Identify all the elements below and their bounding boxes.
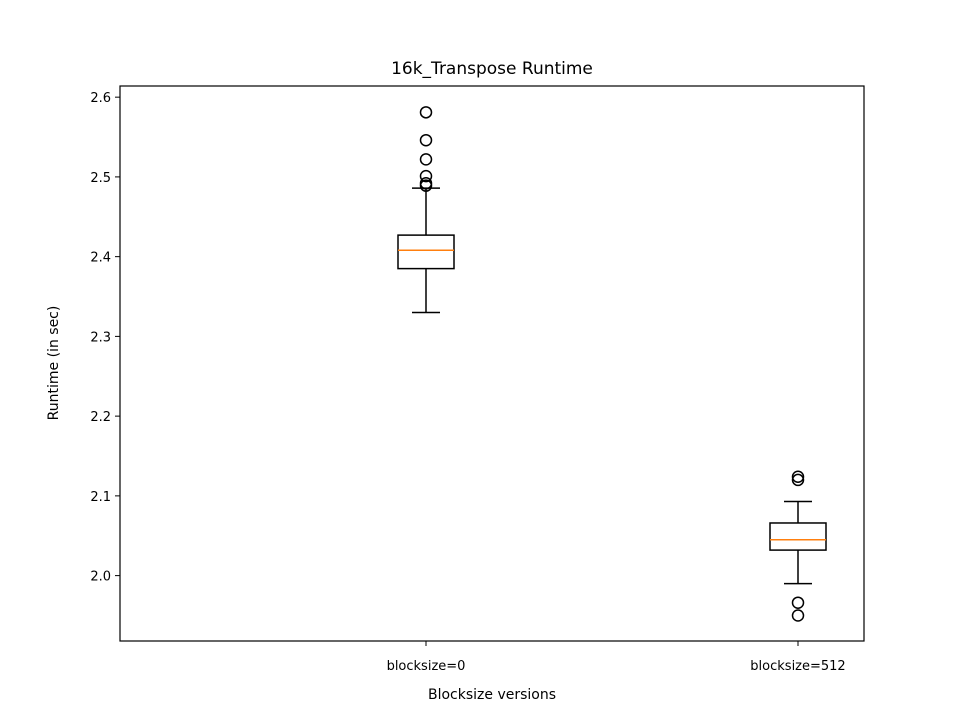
y-tick-label: 2.4	[90, 251, 111, 266]
outlier-point	[419, 169, 433, 183]
y-tick-label: 2.5	[90, 171, 111, 186]
outlier-point	[419, 153, 433, 166]
outlier-point	[419, 179, 433, 192]
box-iqr	[769, 522, 827, 551]
y-tick-label: 2.3	[90, 330, 111, 345]
box-iqr	[397, 234, 455, 270]
outlier-point	[419, 133, 433, 147]
x-tick-label: blocksize=512	[750, 659, 845, 674]
plot-area: 2.0 2.1 2.2 2.3 2.4 2.5 2.6 blocksize=0 blocksiz…	[90, 85, 865, 674]
outlier-point	[419, 106, 433, 119]
outlier-point	[791, 609, 805, 622]
x-tick-label: blocksize=0	[387, 659, 466, 674]
outlier-point	[791, 473, 805, 487]
chart-title: 16k_Transpose Runtime	[391, 59, 593, 79]
y-tick-label: 2.0	[90, 570, 111, 585]
outlier-point	[791, 470, 805, 483]
y-tick-label: 2.1	[90, 490, 111, 505]
axes-frame	[119, 85, 865, 642]
y-tick-label: 2.6	[90, 91, 111, 106]
x-axis-label: Blocksize versions	[428, 687, 556, 703]
y-axis-label: Runtime (in sec)	[46, 306, 62, 421]
outlier-point	[791, 596, 805, 609]
y-tick-label: 2.2	[90, 410, 111, 425]
